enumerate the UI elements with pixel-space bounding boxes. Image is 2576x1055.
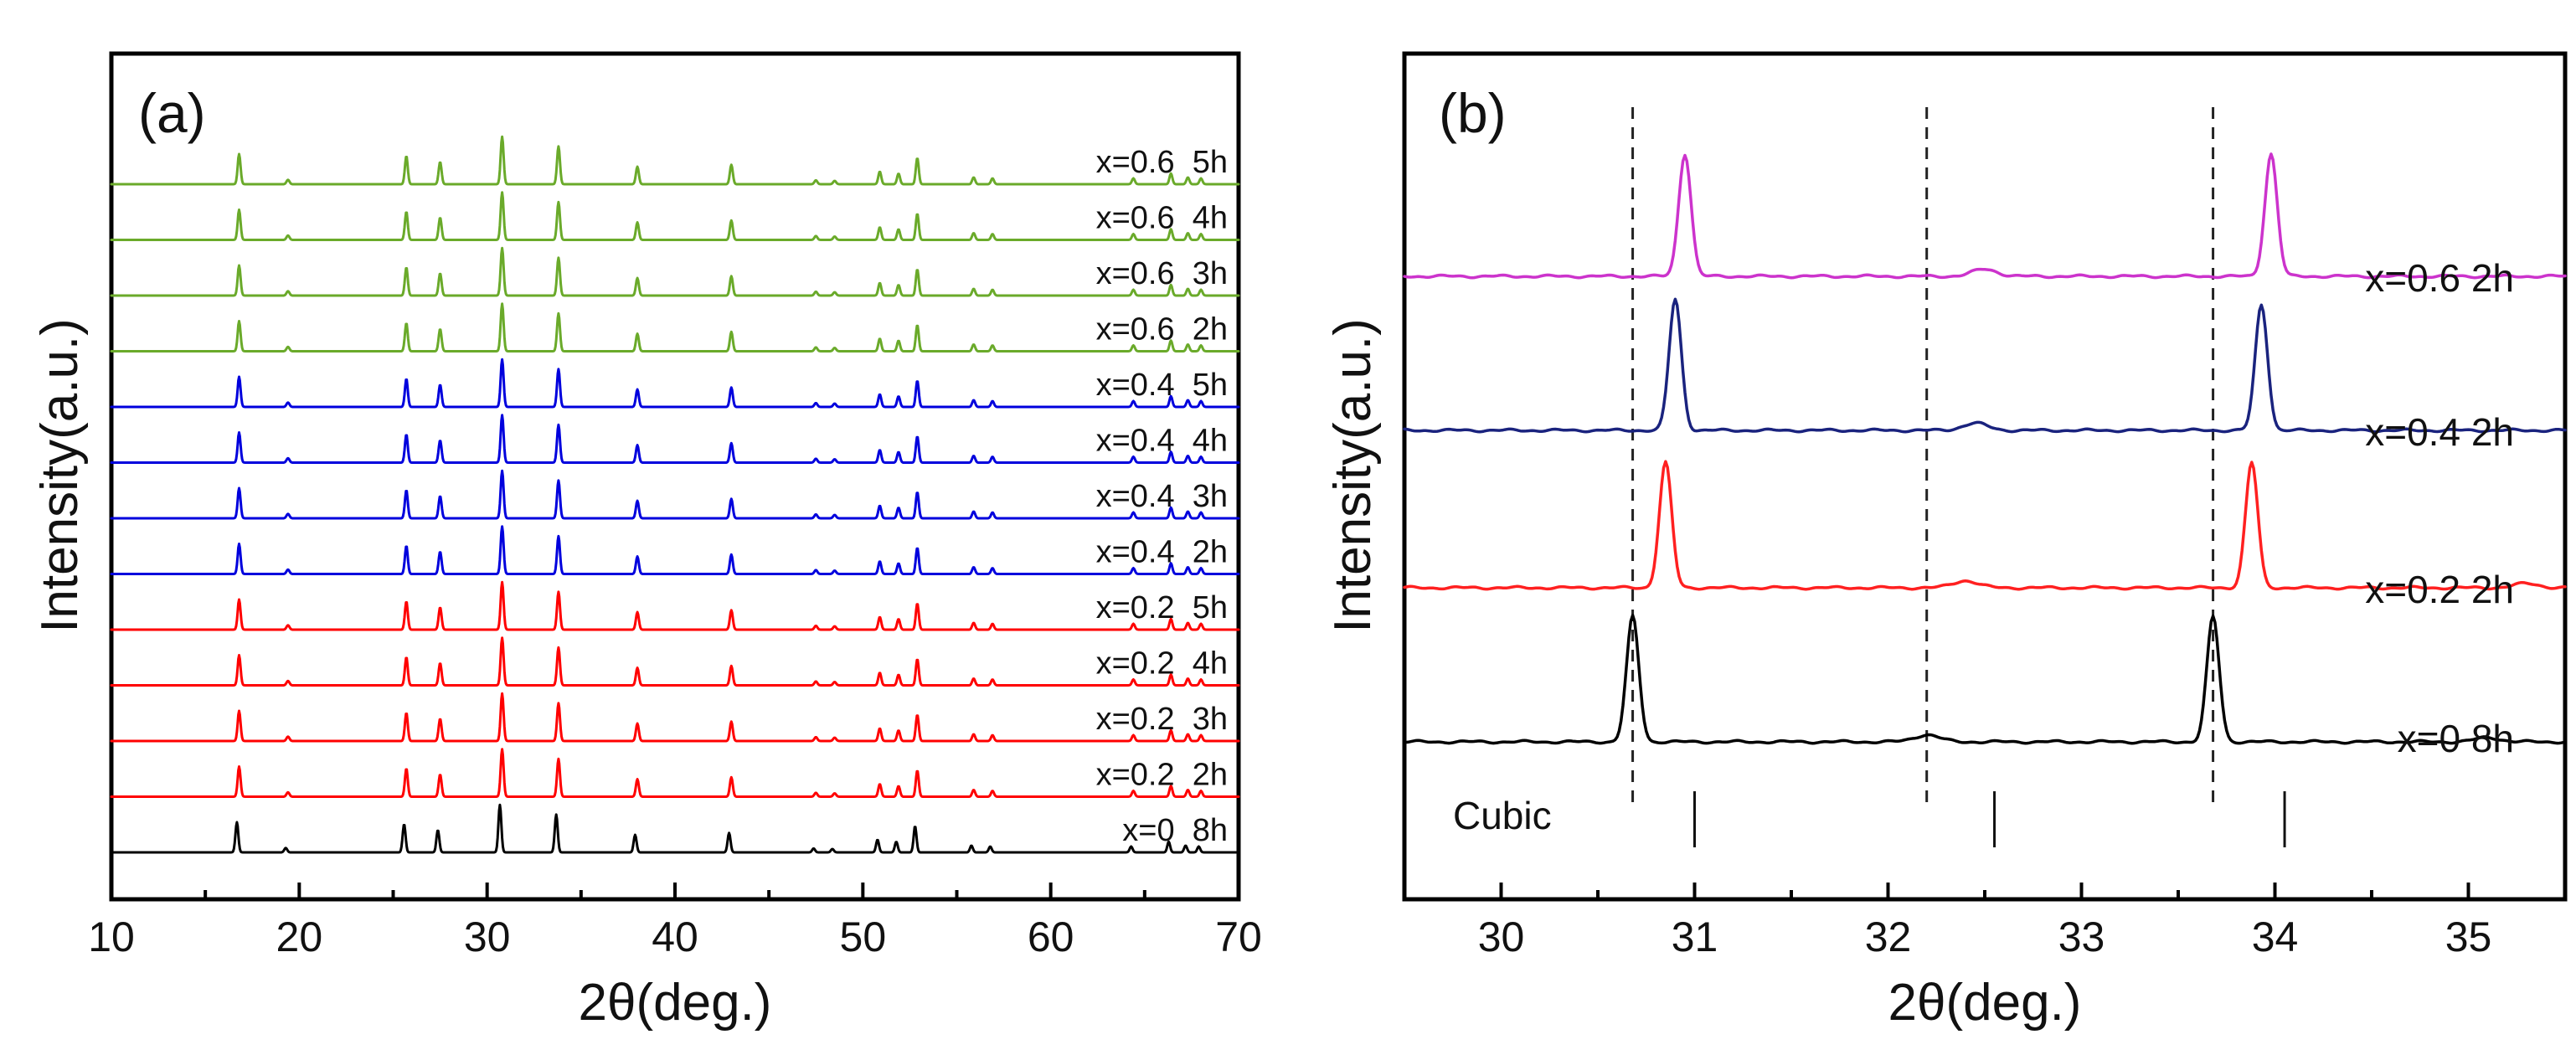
x-tick-label-a: 20 xyxy=(276,913,323,960)
series-labels-a: x=0 8h x=0.2 2h x=0.2 3h x=0.2 4h x=0.2 5h x=… xyxy=(1096,145,1228,848)
x-tick-label-b: 31 xyxy=(1672,913,1718,960)
x-tick-label-a: 40 xyxy=(652,913,698,960)
series-label-a: x=0.4 5h xyxy=(1096,368,1228,403)
y-axis-label-b: Intensity(a.u.) xyxy=(1324,318,1382,633)
trace-a-x-0-6-2h xyxy=(110,302,1240,353)
series-label-a: x=0.4 3h xyxy=(1096,479,1228,514)
x-tick-label-a: 50 xyxy=(840,913,887,960)
trace-a-x-0-6-3h xyxy=(110,246,1240,297)
x-tick-label-b: 32 xyxy=(1865,913,1912,960)
series-label-b: x=0.6 2h xyxy=(2365,256,2514,300)
panel-label-a: (a) xyxy=(138,82,206,144)
x-tick-label-b: 34 xyxy=(2252,913,2299,960)
plot-frame-a xyxy=(109,51,1241,902)
series-labels-b: x=0 8h x=0.2 2h x=0.4 2h x=0.6 2h xyxy=(2365,256,2514,760)
series-label-b: x=0.2 2h xyxy=(2365,568,2514,611)
x-axis-label-b: 2θ(deg.) xyxy=(1888,974,2082,1032)
series-label-a: x=0.2 3h xyxy=(1096,702,1228,737)
y-axis-label-a: Intensity(a.u.) xyxy=(31,318,89,633)
trace-b-x-0-4-2h xyxy=(1403,297,2567,434)
x-tick-label-a: 10 xyxy=(88,913,135,960)
x-tick-label-a: 60 xyxy=(1028,913,1074,960)
trace-a-x-0-4-4h xyxy=(110,414,1240,464)
trace-a-x-0-2-3h xyxy=(110,692,1240,743)
x-tick-label-b: 33 xyxy=(2058,913,2105,960)
x-tick-label-a: 30 xyxy=(464,913,511,960)
panel-label-b: (b) xyxy=(1439,82,1507,144)
series-label-a: x=0.6 3h xyxy=(1096,256,1228,291)
panel-a: 10 20 30 40 50 60 70 x=0 8hx=0.2 2hx=0.2 3hx=0… xyxy=(31,51,1262,1032)
series-label-a: x=0.6 2h xyxy=(1096,312,1228,347)
series-label-a: x=0 8h xyxy=(1122,813,1228,848)
trace-b-x-0-6-2h xyxy=(1403,152,2567,280)
trace-a-x-0-4-5h xyxy=(110,358,1240,409)
series-label-a: x=0.2 4h xyxy=(1096,646,1228,682)
x-tick-label-b: 35 xyxy=(2445,913,2492,960)
series-label-b: x=0 8h xyxy=(2398,717,2514,760)
series-label-a: x=0.6 4h xyxy=(1096,201,1228,236)
trace-a-x-0-2-4h xyxy=(110,636,1240,687)
trace-a-x-0-4-2h xyxy=(110,525,1240,575)
trace-a-x-0-2-2h xyxy=(110,748,1240,798)
plot-frame-b xyxy=(1402,51,2568,902)
x-ticks-b: 30 31 32 33 34 35 xyxy=(1403,883,2567,960)
x-tick-label-a: 70 xyxy=(1215,913,1262,960)
trace-a-x-0-6-4h xyxy=(110,191,1240,241)
cubic-reference-b xyxy=(1693,791,2286,847)
series-label-a: x=0.2 5h xyxy=(1096,590,1228,625)
trace-a-x-0-8h xyxy=(110,803,1240,854)
x-axis-label-a: 2θ(deg.) xyxy=(579,974,772,1032)
trace-b-x-0-8h xyxy=(1403,614,2567,745)
trace-b-x-0-2-2h xyxy=(1403,460,2567,591)
series-label-a: x=0.2 2h xyxy=(1096,758,1228,793)
series-label-a: x=0.4 2h xyxy=(1096,535,1228,570)
x-ticks-a: 10 20 30 40 50 60 70 xyxy=(88,883,1262,960)
cubic-label: Cubic xyxy=(1453,794,1552,837)
trace-a-x-0-4-3h xyxy=(110,469,1240,520)
x-tick-label-b: 30 xyxy=(1478,913,1525,960)
traces-a xyxy=(110,135,1240,854)
trace-a-x-0-6-5h xyxy=(110,135,1240,186)
dashed-lines-b xyxy=(1631,107,2215,809)
series-label-a: x=0.4 4h xyxy=(1096,424,1228,459)
panel-b: 30 31 32 33 34 35 x=0 8h x=0.2 2h x=0.4 2h x=0.6… xyxy=(1324,51,2568,1032)
series-label-b: x=0.4 2h xyxy=(2365,410,2514,454)
trace-a-x-0-2-5h xyxy=(110,580,1240,631)
traces-b xyxy=(1403,152,2567,745)
series-label-a: x=0.6 5h xyxy=(1096,145,1228,180)
